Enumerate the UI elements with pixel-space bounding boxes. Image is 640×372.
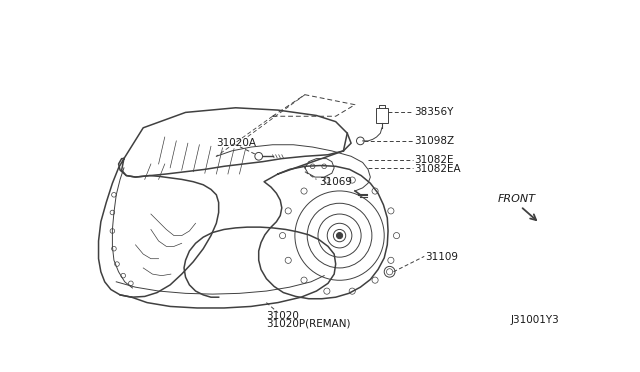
Text: 31098Z: 31098Z bbox=[414, 136, 454, 146]
Text: 38356Y: 38356Y bbox=[414, 108, 454, 118]
Text: J31001Y3: J31001Y3 bbox=[510, 315, 559, 325]
Circle shape bbox=[337, 232, 342, 239]
Bar bbox=[376, 108, 388, 123]
Text: 31069: 31069 bbox=[319, 177, 352, 187]
Text: 31020A: 31020A bbox=[216, 138, 257, 148]
Text: FRONT: FRONT bbox=[497, 194, 536, 203]
Text: 31020: 31020 bbox=[266, 311, 300, 321]
Text: 31082EA: 31082EA bbox=[414, 164, 461, 174]
Text: 31020P(REMAN): 31020P(REMAN) bbox=[266, 318, 351, 328]
Text: 31109: 31109 bbox=[425, 252, 458, 262]
Text: 31082E: 31082E bbox=[414, 155, 454, 165]
